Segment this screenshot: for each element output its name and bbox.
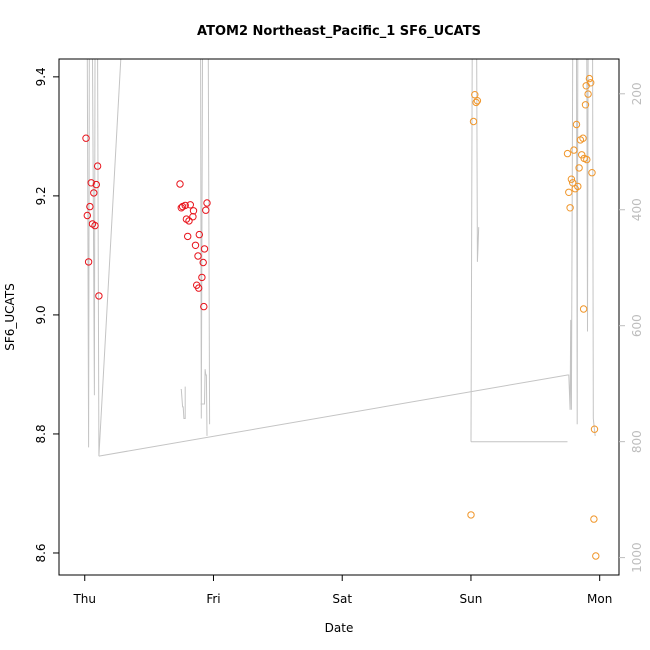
y-axis-left: 8.6 8.8 9.0 9.2 9.4 <box>34 67 59 563</box>
y2-tick-label: 1000 <box>630 542 644 573</box>
data-point-series-2 <box>575 164 583 172</box>
data-point-series-2 <box>585 74 594 83</box>
x-tick-label: Mon <box>587 592 612 606</box>
y2-tick-label: 600 <box>630 314 644 337</box>
plot-area <box>82 59 600 560</box>
data-point-series-1 <box>198 273 206 282</box>
data-point-series-2 <box>563 149 572 158</box>
data-point-series-2 <box>467 511 475 519</box>
data-point-series-1 <box>86 202 94 211</box>
y2-tick-label: 800 <box>630 430 644 453</box>
x-axis: Thu Fri Sat Sun Mon <box>72 575 612 606</box>
data-point-series-1 <box>176 180 184 188</box>
data-point-series-2 <box>587 79 595 87</box>
altitude-line-segment <box>180 386 186 419</box>
data-point-series-2 <box>471 91 479 99</box>
altitude-line-segment <box>200 369 208 436</box>
data-point-series-1 <box>84 258 93 266</box>
y-tick-label: 8.6 <box>34 543 48 562</box>
data-point-series-1 <box>185 217 193 225</box>
data-point-series-2 <box>570 146 578 154</box>
altitude-line-segment <box>84 59 211 457</box>
data-point-series-2 <box>566 204 574 212</box>
data-point-series-1 <box>199 258 207 267</box>
data-point-series-1 <box>95 292 103 300</box>
data-point-series-1 <box>181 201 189 210</box>
data-point-series-1 <box>83 211 92 220</box>
x-tick-label: Sat <box>332 592 352 606</box>
data-point-series-1 <box>189 207 198 215</box>
y-tick-label: 9.0 <box>34 305 48 324</box>
data-point-series-1 <box>90 189 98 197</box>
data-point-series-1 <box>91 221 99 230</box>
data-point-series-1 <box>195 230 204 239</box>
data-point-series-2 <box>581 101 590 109</box>
data-point-series-1 <box>191 241 200 250</box>
x-tick-label: Fri <box>206 592 220 606</box>
data-point-series-2 <box>572 120 581 129</box>
data-points <box>82 74 600 560</box>
data-point-series-2 <box>579 134 587 142</box>
y-tick-label: 9.4 <box>34 67 48 86</box>
data-point-series-2 <box>565 188 573 197</box>
data-point-series-1 <box>184 232 192 241</box>
data-point-series-1 <box>200 245 209 253</box>
y2-tick-label: 200 <box>630 82 644 105</box>
data-point-series-2 <box>588 169 596 177</box>
plot-frame <box>58 58 620 576</box>
data-point-series-2 <box>567 175 576 183</box>
y2-tick-label: 400 <box>630 198 644 221</box>
data-point-series-2 <box>590 515 598 523</box>
altitude-line <box>84 59 596 457</box>
data-point-series-1 <box>200 302 208 311</box>
data-point-series-2 <box>472 98 480 107</box>
data-point-series-1 <box>177 204 186 212</box>
altitude-line-segment <box>98 59 596 457</box>
data-point-series-2 <box>473 97 482 105</box>
data-point-series-1 <box>195 284 203 292</box>
data-point-series-2 <box>469 117 478 126</box>
x-tick-label: Thu <box>72 592 96 606</box>
y-axis-label: SF6_UCATS <box>3 283 17 351</box>
data-point-series-2 <box>584 90 592 98</box>
data-point-series-1 <box>93 162 102 170</box>
data-point-series-1 <box>87 179 95 187</box>
data-point-series-1 <box>92 180 101 189</box>
y-tick-label: 9.2 <box>34 186 48 205</box>
data-point-series-1 <box>186 201 195 209</box>
data-point-series-2 <box>571 185 579 193</box>
data-point-series-2 <box>592 552 600 560</box>
altitude-line-segment <box>470 59 480 442</box>
data-point-series-2 <box>579 305 588 313</box>
y-tick-label: 8.8 <box>34 424 48 443</box>
data-point-series-1 <box>189 213 197 221</box>
data-point-series-1 <box>203 199 211 207</box>
x-axis-label: Date <box>325 621 354 635</box>
y-axis-right: 200 400 600 800 1000 <box>619 82 644 573</box>
data-point-series-2 <box>583 155 591 164</box>
data-point-series-2 <box>590 425 599 433</box>
data-point-series-1 <box>194 252 202 260</box>
data-point-series-2 <box>574 182 582 191</box>
chart-title: ATOM2 Northeast_Pacific_1 SF6_UCATS <box>197 24 481 39</box>
data-point-series-1 <box>82 134 90 142</box>
x-tick-label: Sun <box>460 592 483 606</box>
data-point-series-1 <box>202 206 210 214</box>
